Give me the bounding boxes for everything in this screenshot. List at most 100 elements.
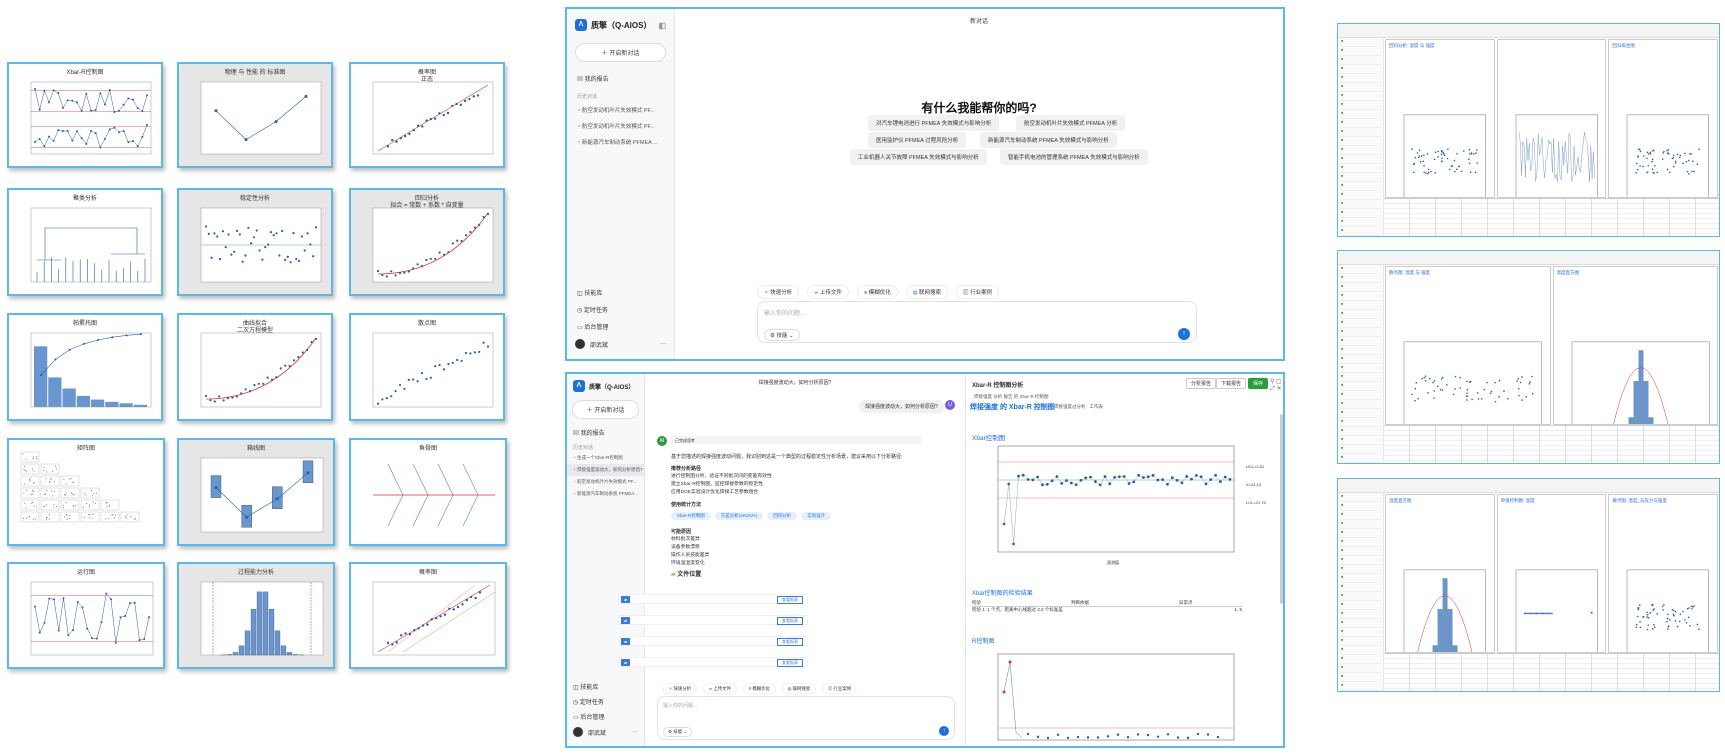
chart-pane[interactable]: 温度直方图 [1552,266,1718,425]
method-pill[interactable]: 实验设计 [801,512,832,520]
chart-pane[interactable]: 回归分析: 温度 与 强度 [1385,39,1495,198]
chart-thumbnail[interactable]: 概率图 [349,562,507,669]
chart-thumbnail[interactable]: 散点图 [349,313,505,421]
view-report-button[interactable]: 查看报表 [777,596,803,604]
recommend-item: 建立Xbar-R控制图，监控焊接参数的稳定性 [671,482,763,487]
chart-pane[interactable]: 回归拟合图 [1608,39,1718,198]
window-sidebar [1338,38,1384,236]
skill-dropdown[interactable]: ⚙ 技能 ⌄ [663,727,693,737]
tool-label: 快速分析 [770,290,793,296]
chart-pane[interactable]: 温度直方图 [1385,494,1495,653]
chat-input[interactable]: 输入你的问题... ⚙ 技能 ⌄ ↑ [757,301,1197,343]
my-reports-link[interactable]: ▤ 我的报告 [577,77,609,83]
chat-input[interactable]: 输入你的问题... ⚙ 技能 ⌄ ↑ [657,696,955,740]
suggestion-chip[interactable]: 智能手机电池的管理系统 PFMEA 失效模式与影响分析 [1000,149,1148,165]
my-reports-link[interactable]: ▤ 我的报告 [573,431,605,437]
chart-pane[interactable] [1496,39,1607,198]
method-pill[interactable]: 方差分析(ANOVA) [714,512,764,520]
nav-schedule-label: 定时任务 [579,700,604,706]
more-icon[interactable]: ··· [660,341,666,347]
send-button[interactable]: ↑ [939,726,949,736]
chart-thumbnail[interactable]: 稳定性分析 [177,188,333,296]
view-report-button[interactable]: 查看报表 [777,617,803,625]
suggestion-chip[interactable]: 对汽车锂电池进行 PFMEA 失效模式与影响分析 [868,115,1000,131]
window-controls[interactable]: ⚲ ▢ ⤢ ✕ [1270,379,1282,392]
history-item[interactable]: 航空发动机叶片失效模式 PF... [567,476,644,488]
section-r-title: R控制图 [972,639,995,645]
fuzzy-optimize-button[interactable]: ≡ 模糊优化 [856,285,898,299]
user-profile[interactable]: 邵武斌 ··· [567,335,674,353]
chart-pane[interactable]: 散点图: 温度_与压力与强度 [1608,494,1718,653]
chart-thumbnail[interactable]: 概率图 正态 [349,62,505,168]
chart-thumbnail[interactable]: 鱼骨图 [349,438,507,546]
pane-chart [1403,341,1542,424]
nav-skills[interactable]: ◫ 技能库 [577,291,603,297]
quick-analysis-button[interactable]: ✦ 快速分析 [663,683,697,695]
skill-dropdown[interactable]: ⚙ 技能 ⌄ [764,329,800,341]
web-search-button[interactable]: ◍ 联网搜索 [905,285,949,299]
chart-thumbnail[interactable]: 运行图 [7,562,165,669]
data-grid[interactable] [1384,425,1719,463]
new-chat-button[interactable]: ＋ 开启新对话 [572,400,639,419]
quick-analysis-button[interactable]: ✦ 快速分析 [757,285,800,299]
data-grid[interactable] [1384,653,1719,691]
save-button[interactable]: 保存 [1248,378,1269,389]
user-profile[interactable]: 邵武斌 ··· [567,724,644,740]
assistant-answer: 基于您描述的焊接强度波动问题，我识别到这是一个典型的过程稳定性分析场景，建议采用… [671,454,931,579]
nav-admin[interactable]: ▭ 后台管理 [577,325,609,331]
chart-thumbnail[interactable]: 箱线图 [177,438,335,546]
cause-item: 操作人员技能差异 [671,553,710,558]
nav-admin[interactable]: ▭ 后台管理 [573,715,605,721]
view-report-button[interactable]: 查看报表 [777,638,803,646]
chart-thumbnail[interactable]: 矩阵图 [7,438,165,546]
chart-thumbnail[interactable]: 物理 与 性能 的 标准图 [177,62,333,168]
method-pill[interactable]: 回归分析 [767,512,798,520]
suggestion-chip[interactable]: 工业机器人关节故障 PFMEA 失效模式与影响分析 [850,149,987,165]
folder-icon: ▰ [671,572,676,578]
chart-thumbnail[interactable]: 过程能力分析 [177,562,335,669]
industry-case-button[interactable]: ▥ 行业案例 [822,683,857,695]
method-pill[interactable]: Xbar-R控制图 [671,512,711,520]
thinking-bar[interactable]: 已完成思考 [671,436,921,444]
history-item[interactable]: 新能源汽车制动系统 PFMEA ... [567,134,674,150]
folder-icon: ▰ [708,687,713,692]
chart-pane[interactable]: 散点图: 温度 与 强度 [1385,266,1551,425]
collapse-icon[interactable]: ◧ [658,20,666,30]
test-table: 检验 判断依据 异常点 检验 1: 1 个点，距离中心线超过 3.0 个标准差 1, … [972,600,1242,613]
pane-chart [1571,341,1710,424]
suggestion-chip[interactable]: 航空发动机叶片失效模式 PFMEA 分析 [1016,115,1126,131]
new-chat-button[interactable]: ＋ 开启新对话 [575,43,666,62]
download-report-button[interactable]: 下载报告 [1216,378,1247,389]
history-item[interactable]: 航空发动机叶片失效模式 PF... [567,102,674,118]
view-report-button[interactable]: 查看报表 [777,659,803,667]
history-item[interactable]: 新能源汽车制动系统 PFMEA... [567,488,644,500]
chart-thumbnail[interactable]: 回归分析 拟合 = 常数 + 系数 * 自变量 [349,188,505,296]
new-chat-label: 开启新对话 [609,51,640,57]
suggestion-chip[interactable]: 医用监护仪 PFMEA 过程风险分析 [868,132,967,148]
upload-button[interactable]: ▰ 上传文件 [807,285,849,299]
history-item[interactable]: 生成一个Xbar-R控制图 [567,452,644,464]
history-item-active[interactable]: 焊接强度波动大，如何分析原因? [567,464,644,476]
nav-skills[interactable]: ◫ 技能库 [573,685,599,691]
chart-thumbnail[interactable]: 聚类分析 [7,188,163,296]
nav-schedule[interactable]: ◷ 定时任务 [573,700,604,706]
send-button[interactable]: ↑ [1178,328,1190,340]
scrollbar[interactable] [1280,414,1283,604]
chart-thumbnail[interactable]: 帕累托图 [7,313,163,421]
fuzzy-optimize-button[interactable]: ≡ 模糊优化 [742,683,776,695]
analysis-report-button[interactable]: 分析报告 [1186,378,1217,389]
data-grid[interactable] [1384,198,1719,236]
upload-button[interactable]: ▰ 上传文件 [703,683,737,695]
chart-thumbnail[interactable]: Xbar-R控制图 [7,62,163,168]
history-item[interactable]: 航空发动机叶片失效模式 PF... [567,118,674,134]
more-icon[interactable]: ··· [632,729,638,735]
web-search-button[interactable]: ◍ 联网搜索 [781,683,816,695]
test-col: 检验 [972,600,981,605]
chart-pane[interactable]: 单值控制图: 温度 [1496,494,1607,653]
suggestion-chip[interactable]: 新能源汽车制动系统 PFMEA 失效模式与影响分析 [980,132,1117,148]
chart-thumbnail[interactable]: 曲线拟合 二次方程模型 [177,313,333,421]
nav-schedule[interactable]: ◷ 定时任务 [577,308,608,314]
file-row: ▰ 查看报表 [618,657,808,667]
industry-case-button[interactable]: ▥ 行业案例 [956,285,1000,299]
x-axis-label: 观测值 [1107,559,1119,565]
